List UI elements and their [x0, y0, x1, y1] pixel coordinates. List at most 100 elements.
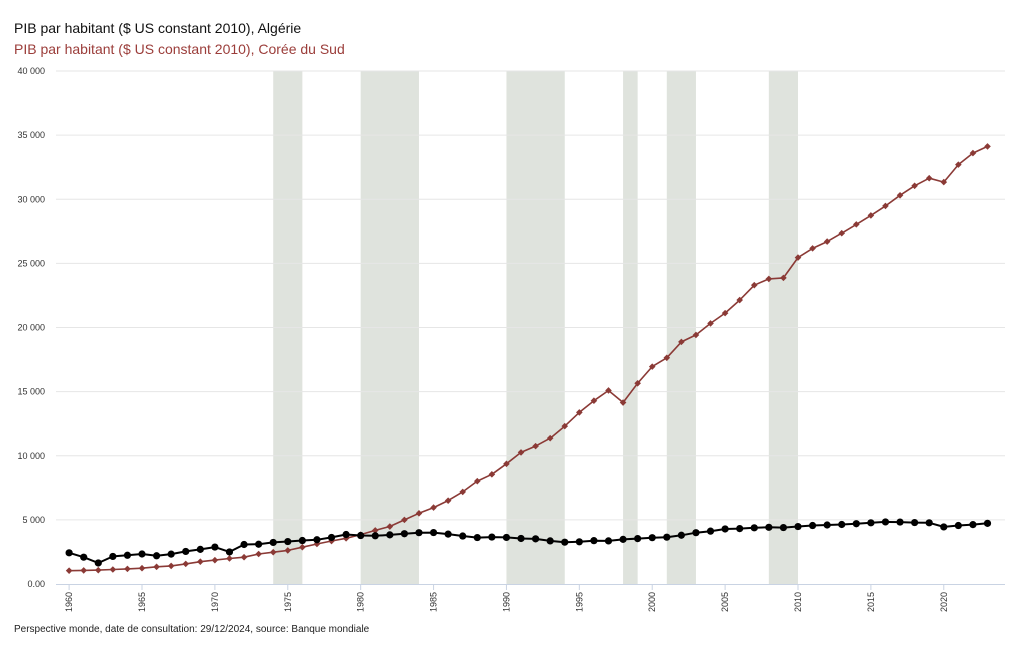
point-algeria-1982: [386, 531, 394, 539]
point-algeria-1976: [298, 536, 306, 545]
point-korea-1991: [517, 449, 525, 456]
point-korea-1961: [80, 567, 87, 574]
point-algeria-2010: [794, 522, 802, 531]
x-tick-label-1985: 1985: [429, 592, 439, 612]
point-algeria-1970: [211, 543, 219, 551]
point-algeria-2015: [867, 519, 875, 527]
point-korea-1997: [605, 387, 612, 394]
point-korea-1967: [167, 562, 175, 570]
point-algeria-2020: [940, 523, 948, 531]
point-algeria-2003: [692, 529, 700, 537]
x-tick-label-1990: 1990: [501, 592, 511, 612]
point-korea-2013: [838, 229, 846, 237]
series-algeria: [65, 518, 992, 567]
y-tick-label-15000: 15 000: [17, 387, 45, 397]
point-algeria-1972: [240, 540, 248, 549]
point-korea-1963: [109, 566, 117, 573]
series-korea: [65, 143, 991, 574]
point-korea-1974: [269, 548, 277, 556]
point-algeria-2008: [765, 523, 773, 531]
point-korea-1970: [211, 556, 219, 564]
point-korea-2002: [678, 338, 685, 346]
point-algeria-2005: [721, 525, 729, 533]
point-algeria-2018: [911, 518, 919, 527]
point-algeria-1989: [488, 533, 496, 541]
point-korea-2004: [707, 320, 714, 327]
point-korea-1966: [153, 563, 160, 571]
series-line-korea: [69, 145, 988, 572]
point-korea-1990: [503, 460, 510, 468]
point-algeria-1996: [590, 537, 598, 545]
y-tick-label-40000: 40 000: [17, 66, 45, 76]
point-algeria-1993: [546, 537, 554, 545]
point-algeria-1978: [327, 533, 336, 542]
y-tick-label-25000: 25 000: [17, 258, 45, 268]
point-korea-1998: [619, 399, 627, 406]
point-korea-1962: [94, 566, 102, 574]
point-korea-2003: [692, 331, 700, 339]
y-tick-label-5000: 5 000: [22, 515, 45, 525]
point-korea-1983: [401, 516, 408, 524]
point-algeria-1968: [182, 547, 190, 556]
point-algeria-1974: [269, 538, 277, 547]
x-tick-label-2015: 2015: [866, 592, 876, 612]
point-korea-1982: [386, 523, 394, 530]
point-algeria-1960: [65, 549, 73, 557]
point-algeria-1964: [123, 551, 132, 559]
point-korea-2001: [663, 354, 671, 362]
point-algeria-1981: [371, 532, 379, 540]
point-korea-1975: [284, 547, 292, 554]
point-algeria-1985: [429, 528, 438, 537]
point-korea-1960: [65, 567, 73, 574]
point-algeria-2017: [896, 518, 904, 526]
point-algeria-2016: [881, 518, 890, 526]
line-chart: 0.00 5 000 10 000 15 000 20 000 25 000 30 000 3…: [17, 66, 1005, 612]
point-algeria-2012: [823, 521, 831, 529]
point-korea-2007: [750, 281, 758, 289]
point-korea-1993: [546, 434, 554, 442]
point-korea-2019: [925, 174, 933, 182]
point-algeria-1988: [473, 533, 481, 542]
point-algeria-2021: [954, 521, 962, 530]
point-algeria-1998: [619, 535, 627, 543]
point-algeria-1977: [313, 536, 321, 544]
point-korea-1985: [430, 504, 437, 511]
point-algeria-2022: [969, 521, 977, 529]
y-tick-label-10000: 10 000: [17, 451, 45, 461]
point-algeria-1961: [80, 553, 88, 561]
chart-title-algeria: PIB par habitant ($ US constant 2010), A…: [14, 20, 302, 36]
point-korea-2014: [853, 221, 860, 228]
point-korea-1989: [488, 471, 496, 478]
point-algeria-2001: [663, 533, 671, 541]
x-tick-label-1995: 1995: [574, 592, 584, 612]
point-korea-2009: [780, 274, 787, 282]
point-korea-2022: [969, 149, 977, 157]
point-korea-2015: [867, 212, 875, 219]
point-algeria-1980: [357, 531, 365, 540]
x-tick-label-2020: 2020: [939, 592, 949, 612]
point-algeria-1967: [167, 550, 175, 558]
x-tick-label-2005: 2005: [720, 592, 730, 612]
point-algeria-1995: [575, 538, 583, 546]
point-korea-1994: [561, 422, 569, 430]
point-korea-1971: [226, 555, 233, 562]
point-algeria-1986: [444, 530, 452, 538]
point-algeria-2000: [648, 534, 656, 542]
point-korea-1992: [532, 442, 539, 450]
point-korea-2017: [896, 191, 904, 199]
x-tick-label-1960: 1960: [64, 592, 74, 612]
point-algeria-2007: [750, 524, 758, 532]
point-algeria-1997: [604, 537, 613, 545]
point-korea-2005: [721, 309, 729, 317]
point-korea-2023: [984, 143, 991, 150]
point-korea-1986: [444, 497, 452, 504]
point-korea-1981: [371, 527, 379, 534]
point-korea-2006: [736, 296, 743, 304]
x-tick-label-1970: 1970: [210, 592, 220, 612]
point-algeria-1965: [138, 550, 146, 558]
point-algeria-1994: [561, 538, 569, 546]
point-korea-1976: [299, 543, 306, 551]
point-algeria-2002: [677, 531, 685, 539]
point-korea-2010: [794, 254, 802, 261]
series-line-algeria: [68, 520, 988, 564]
